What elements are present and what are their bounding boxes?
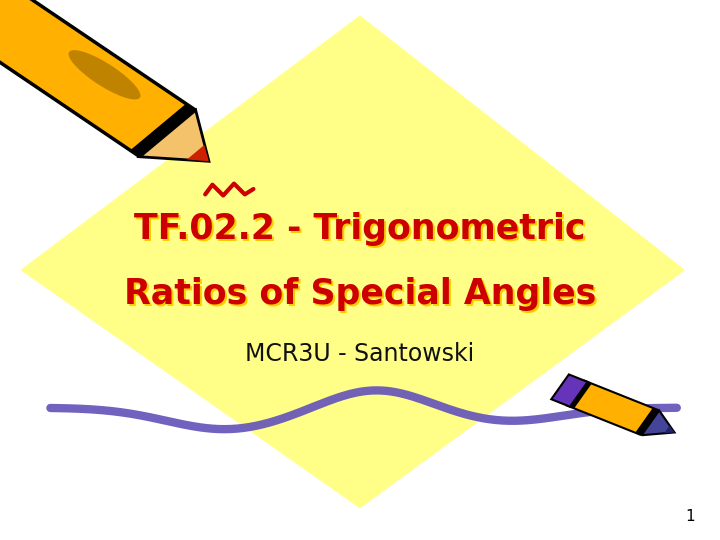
Text: Ratios of Special Angles: Ratios of Special Angles bbox=[124, 278, 596, 311]
Text: Ratios of Special Angles: Ratios of Special Angles bbox=[126, 279, 598, 313]
Text: MCR3U - Santowski: MCR3U - Santowski bbox=[246, 342, 474, 366]
Polygon shape bbox=[664, 426, 675, 433]
Ellipse shape bbox=[68, 50, 140, 99]
Text: TF.02.2 - Trigonometric: TF.02.2 - Trigonometric bbox=[134, 213, 586, 246]
Bar bbox=[130, 104, 196, 157]
Text: TF.02.2 - Trigonometric: TF.02.2 - Trigonometric bbox=[136, 214, 588, 248]
Polygon shape bbox=[187, 145, 209, 161]
Bar bbox=[0, 0, 2, 26]
Bar bbox=[0, 0, 6, 29]
Bar bbox=[567, 381, 658, 435]
Bar bbox=[552, 374, 588, 407]
Bar bbox=[569, 382, 592, 408]
Polygon shape bbox=[22, 16, 684, 508]
Text: 1: 1 bbox=[685, 509, 695, 524]
Bar bbox=[635, 408, 659, 435]
Polygon shape bbox=[642, 410, 675, 435]
Polygon shape bbox=[140, 110, 209, 161]
Bar bbox=[0, 0, 194, 156]
